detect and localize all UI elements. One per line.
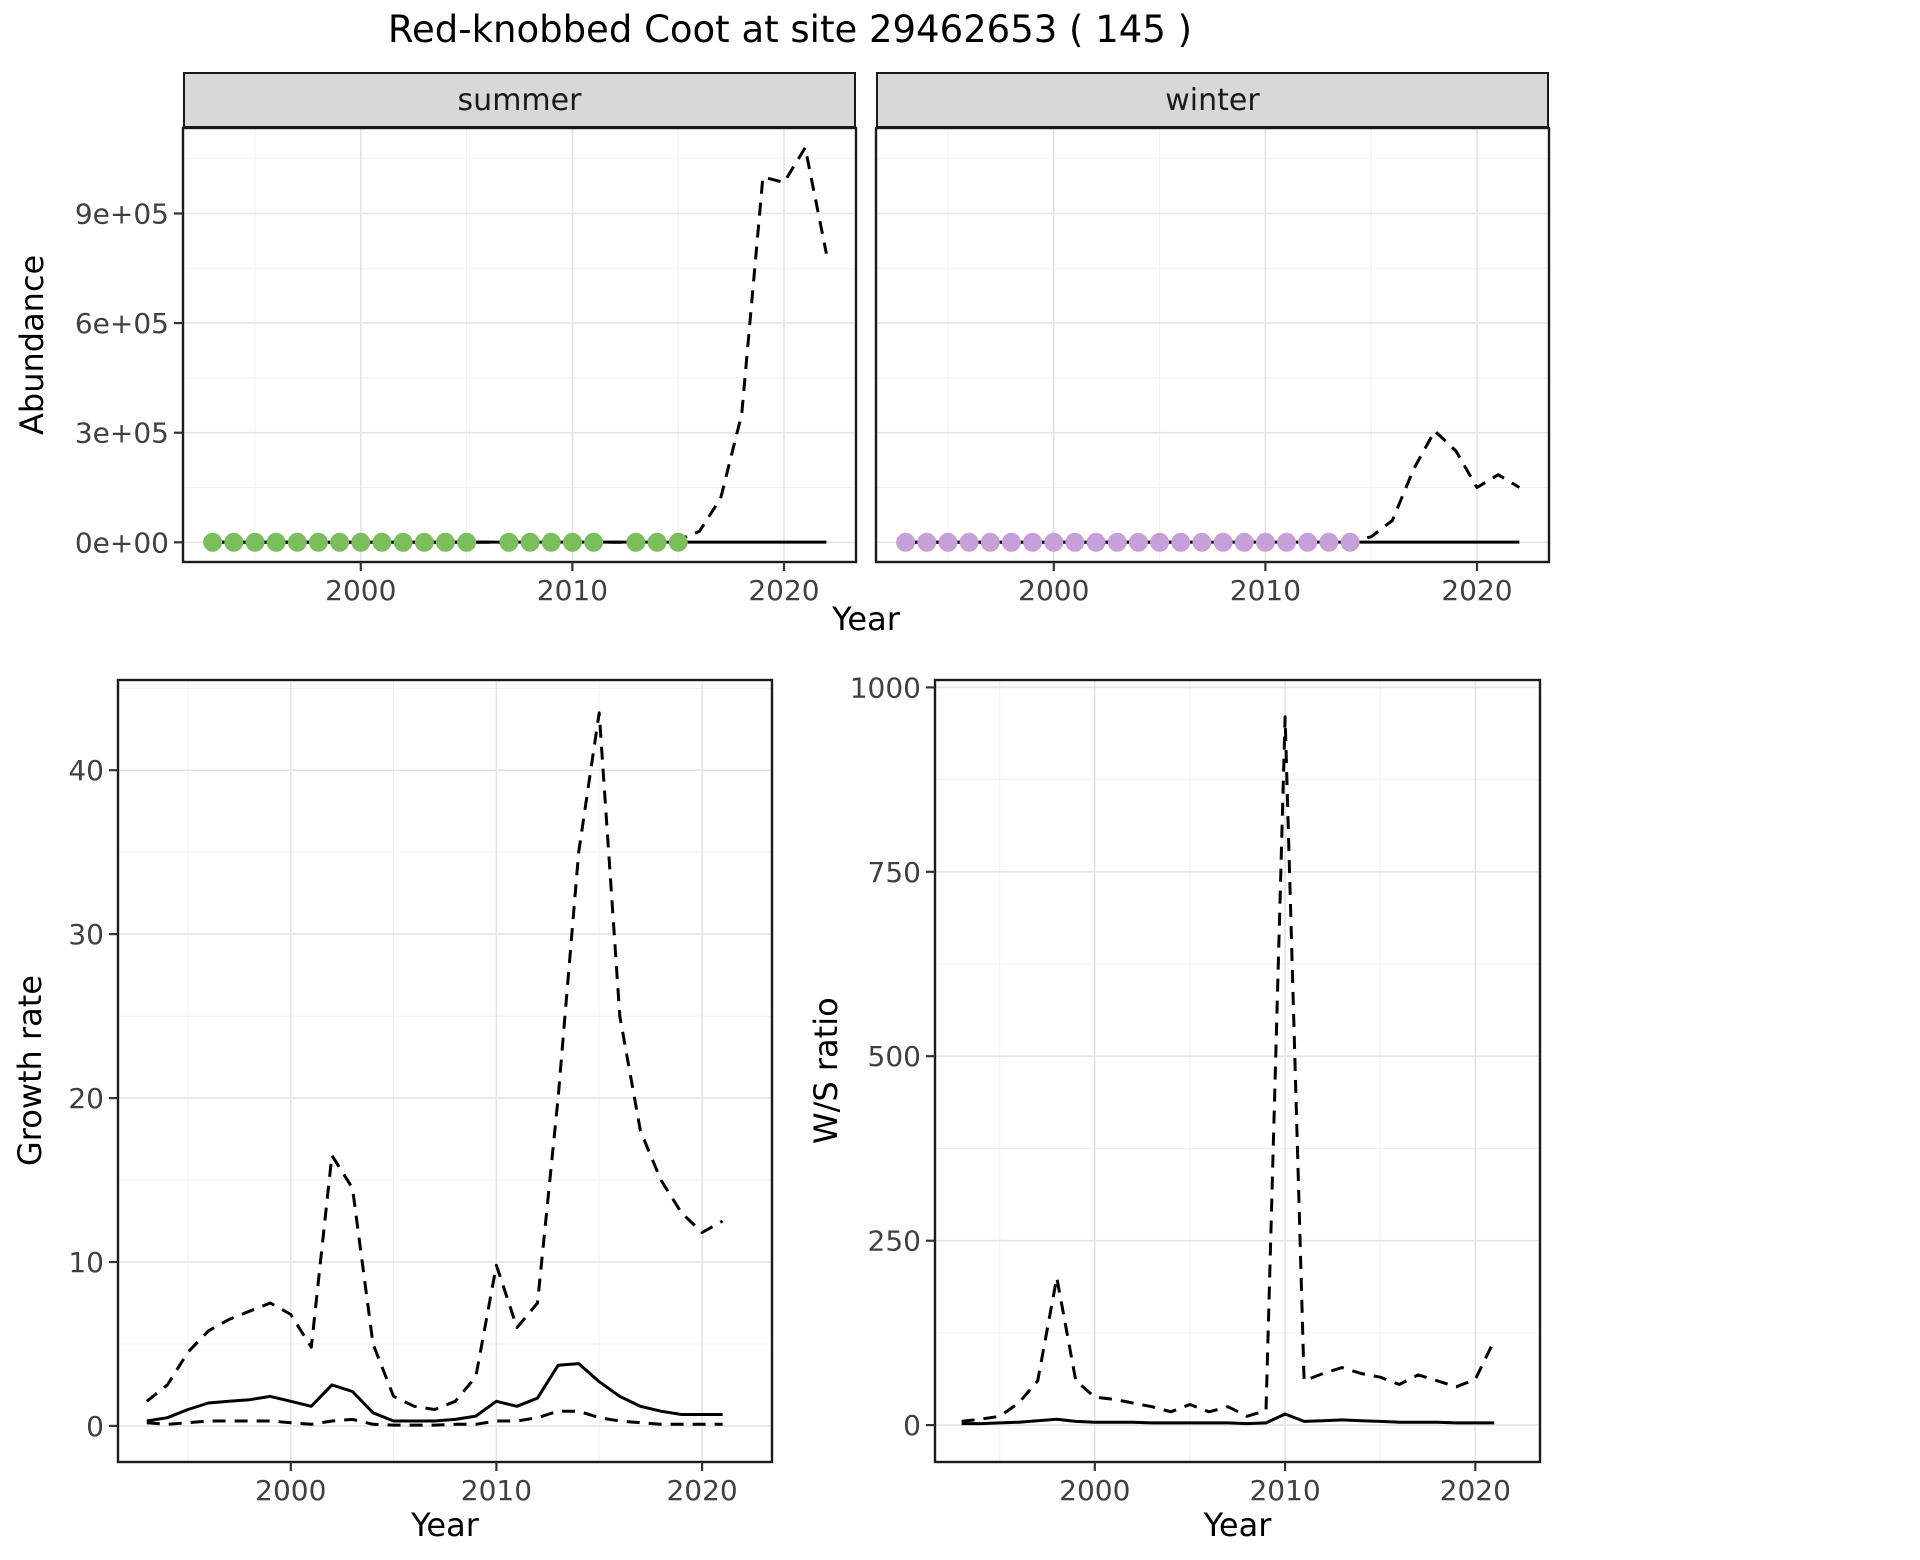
abundance_summer-grid-minor xyxy=(183,128,856,562)
ws_ratio-grid-minor xyxy=(935,680,1540,1462)
panel-ws_ratio: 2000 2010 2020 0 250 500 750 1000 xyxy=(850,671,1542,1507)
svg-text:0: 0 xyxy=(903,1409,921,1442)
svg-text:40: 40 xyxy=(68,754,104,787)
svg-text:0e+00: 0e+00 xyxy=(75,526,169,559)
svg-text:1000: 1000 xyxy=(850,671,921,704)
ws_ratio-grid-major xyxy=(935,680,1540,1462)
svg-text:2020: 2020 xyxy=(1440,1474,1511,1507)
abundance_winter-index_upper-line xyxy=(905,429,1521,544)
abundance_summer-panel-border xyxy=(181,126,858,564)
ws_ratio-ratio_upper-line xyxy=(961,715,1496,1423)
svg-text:2020: 2020 xyxy=(1441,574,1512,607)
panel-abundance_summer: 2000 2010 2020 0e+00 3e+05 6e+05 9e+05 xyxy=(75,126,858,607)
svg-text:2000: 2000 xyxy=(255,1474,326,1507)
panel-growth_rate: 2000 2010 2020 0 10 20 30 40 xyxy=(68,678,774,1507)
abundance_winter-panel-border xyxy=(874,126,1551,564)
panel-abundance_winter: 2000 2010 2020 xyxy=(874,126,1551,607)
growth_rate-y-axis: 0 10 20 30 40 xyxy=(68,754,118,1443)
svg-text:250: 250 xyxy=(868,1225,921,1258)
abundance_summer-x-axis: 2000 2010 2020 xyxy=(325,562,820,607)
svg-text:30: 30 xyxy=(68,918,104,951)
ws_ratio-x-axis: 2000 2010 2020 xyxy=(1059,1462,1511,1507)
svg-text:20: 20 xyxy=(68,1082,104,1115)
svg-text:2010: 2010 xyxy=(1230,574,1301,607)
svg-text:0: 0 xyxy=(86,1410,104,1443)
svg-text:2000: 2000 xyxy=(1059,1474,1130,1507)
growth_rate-growth_lower-line xyxy=(146,1409,723,1427)
abundance_summer-observed_counts xyxy=(203,532,688,552)
facet-strip-winter-label: winter xyxy=(1165,82,1260,118)
svg-text:3e+05: 3e+05 xyxy=(75,417,169,450)
growth_rate-panel-border xyxy=(116,678,774,1464)
growth-year-axis-title: Year xyxy=(411,1506,479,1544)
svg-text:9e+05: 9e+05 xyxy=(75,198,169,231)
facet-strip-winter: winter xyxy=(876,72,1549,128)
abundance_winter-x-axis: 2000 2010 2020 xyxy=(1018,562,1513,607)
ws-year-axis-title: Year xyxy=(1203,1506,1272,1544)
abundance_winter-grid-minor xyxy=(876,128,1549,562)
svg-text:750: 750 xyxy=(868,856,921,889)
facet-strip-summer: summer xyxy=(183,72,856,128)
abundance_summer-y-axis: 0e+00 3e+05 6e+05 9e+05 xyxy=(75,198,183,559)
growth_rate-growth_estimate-line xyxy=(146,1362,723,1423)
svg-text:2010: 2010 xyxy=(461,1474,532,1507)
svg-text:6e+05: 6e+05 xyxy=(75,307,169,340)
chart-title: Red-knobbed Coot at site 29462653 ( 145 … xyxy=(387,8,1193,51)
svg-text:2020: 2020 xyxy=(666,1474,737,1507)
svg-text:10: 10 xyxy=(68,1246,104,1279)
svg-text:2000: 2000 xyxy=(1018,574,1089,607)
svg-text:2010: 2010 xyxy=(1249,1474,1320,1507)
svg-text:2000: 2000 xyxy=(325,574,396,607)
growth_rate-growth_upper-line xyxy=(145,711,724,1411)
growth_rate-grid-major xyxy=(118,680,772,1462)
growth_rate-grid-minor xyxy=(118,680,772,1462)
svg-text:2020: 2020 xyxy=(748,574,819,607)
top-year-axis-title: Year xyxy=(832,600,900,638)
facet-strip-summer-label: summer xyxy=(457,82,582,118)
svg-text:500: 500 xyxy=(868,1040,921,1073)
ws_ratio-y-axis: 0 250 500 750 1000 xyxy=(850,671,935,1442)
ws_ratio-panel-border xyxy=(933,678,1542,1464)
svg-text:2010: 2010 xyxy=(537,574,608,607)
ws_ratio-ratio_estimate-line xyxy=(961,1412,1495,1426)
growth_rate-x-axis: 2000 2010 2020 xyxy=(255,1462,738,1507)
abundance_winter-observed_counts xyxy=(896,532,1360,552)
